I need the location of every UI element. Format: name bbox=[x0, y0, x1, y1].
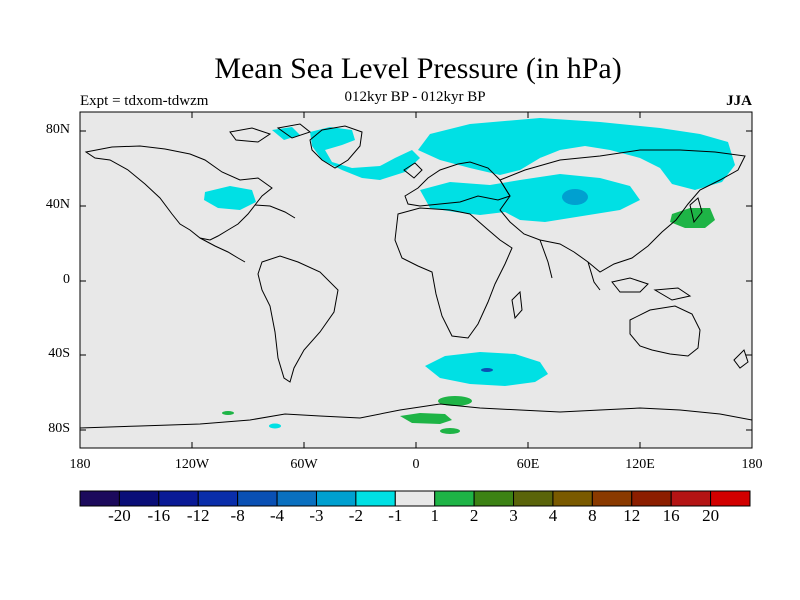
colorbar-swatch bbox=[513, 490, 554, 507]
period-label: 012kyr BP - 012kyr BP bbox=[344, 89, 486, 105]
colorbar-label: -20 bbox=[108, 506, 131, 525]
lon-label-0: 0 bbox=[412, 457, 420, 472]
anomaly-antarctic-5 bbox=[269, 423, 281, 429]
lat-label-40s: 40S bbox=[48, 346, 70, 361]
colorbar-swatch bbox=[670, 490, 712, 507]
lat-label-40n: 40N bbox=[45, 197, 70, 212]
lat-label-80n: 80N bbox=[45, 122, 70, 137]
lon-label-60w: 60W bbox=[290, 457, 318, 472]
colorbar-swatch bbox=[710, 490, 751, 507]
anomaly-antarctic-1 bbox=[438, 396, 472, 406]
colorbar-label: -1 bbox=[388, 506, 403, 525]
coastlines bbox=[80, 123, 752, 429]
colorbar-label: 8 bbox=[588, 506, 597, 525]
colorbar-swatch bbox=[158, 490, 199, 507]
experiment-label: Expt = tdxom-tdwzm bbox=[80, 93, 209, 109]
anomaly-central-asia-core bbox=[562, 189, 588, 205]
anomaly-antarctic-3 bbox=[440, 428, 460, 434]
lon-label-60e: 60E bbox=[516, 457, 540, 472]
colorbar-swatch bbox=[79, 490, 120, 507]
colorbar-label: 1 bbox=[430, 506, 439, 525]
anomaly-antarctic-2 bbox=[400, 413, 452, 424]
colorbar-label: 20 bbox=[702, 506, 720, 525]
lon-label-120e: 120E bbox=[625, 457, 655, 472]
colorbar-swatch bbox=[197, 490, 239, 507]
colorbar-label: 4 bbox=[548, 506, 558, 525]
anomaly-antarctic-4 bbox=[222, 411, 234, 415]
colorbar-label: 2 bbox=[469, 506, 479, 525]
colorbar-swatch bbox=[434, 490, 475, 507]
colorbar-swatch bbox=[276, 490, 317, 507]
anomaly-northern-eurasia bbox=[418, 118, 735, 190]
colorbar-swatch bbox=[355, 490, 396, 507]
anomaly-central-asia bbox=[420, 174, 640, 222]
colorbar bbox=[79, 490, 751, 507]
anomaly-western-atlantic bbox=[204, 186, 256, 210]
colorbar-label: 3 bbox=[509, 506, 518, 525]
colorbar-label: -12 bbox=[186, 506, 210, 525]
colorbar-label: -3 bbox=[309, 506, 324, 525]
colorbar-label: -2 bbox=[348, 506, 363, 525]
colorbar-label: -8 bbox=[230, 506, 245, 525]
colorbar-swatch bbox=[394, 490, 436, 507]
lon-label-180e: 180 bbox=[741, 457, 763, 472]
lat-label-80s: 80S bbox=[48, 421, 70, 436]
colorbar-swatch bbox=[473, 490, 515, 507]
lat-label-0: 0 bbox=[63, 272, 70, 287]
colorbar-swatch bbox=[631, 490, 672, 507]
anomaly-south-atlantic-core bbox=[481, 368, 493, 372]
lon-ticks bbox=[191, 112, 641, 448]
colorbar-label: 12 bbox=[623, 506, 641, 525]
lon-label-120w: 120W bbox=[174, 457, 210, 472]
anomaly-shading bbox=[80, 118, 752, 434]
colorbar-label: 16 bbox=[662, 506, 680, 525]
colorbar-swatch bbox=[237, 490, 278, 507]
colorbar-swatch bbox=[552, 490, 593, 507]
colorbar-label: -16 bbox=[147, 506, 171, 525]
lon-label-180w: 180 bbox=[69, 457, 91, 472]
season-label: JJA bbox=[726, 93, 752, 109]
colorbar-swatch bbox=[118, 490, 160, 507]
map-title: Mean Sea Level Pressure (in hPa) bbox=[214, 52, 622, 85]
colorbar-label: -4 bbox=[269, 506, 285, 525]
colorbar-swatch bbox=[591, 490, 633, 507]
colorbar-swatch bbox=[315, 490, 357, 507]
lat-ticks bbox=[80, 130, 752, 431]
